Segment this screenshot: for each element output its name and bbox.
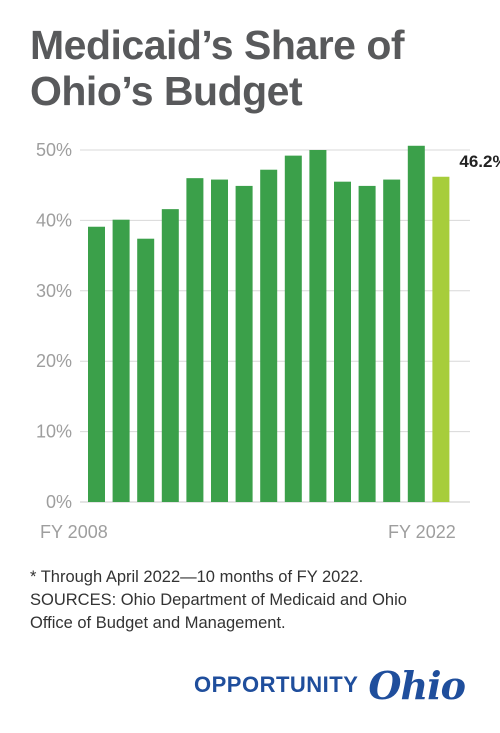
y-tick-label: 20% — [36, 351, 72, 371]
bar — [284, 155, 302, 502]
x-tick-label: FY 2008 — [40, 522, 108, 542]
bar — [112, 219, 130, 503]
bar — [383, 179, 401, 502]
chart-notes: * Through April 2022—10 months of FY 202… — [30, 566, 475, 635]
bar — [161, 209, 179, 503]
y-tick-label: 50% — [36, 140, 72, 160]
bar — [309, 150, 327, 502]
sources-line-2: Office of Budget and Management. — [30, 614, 286, 632]
title-line-1: Medicaid’s Share of — [30, 22, 405, 68]
bar — [211, 179, 228, 502]
bar — [260, 169, 278, 502]
y-tick-label: 0% — [46, 492, 72, 512]
x-tick-label: FY 2022 — [388, 522, 456, 542]
bar — [186, 178, 204, 502]
bar — [88, 226, 105, 502]
opportunity-ohio-logo: OPPORTUNITY Ohio — [194, 660, 466, 710]
data-label: 46.2%* — [459, 152, 500, 171]
bar — [235, 185, 253, 503]
footnote: * Through April 2022—10 months of FY 202… — [30, 568, 364, 586]
chart-title: Medicaid’s Share of Ohio’s Budget — [30, 22, 470, 114]
y-tick-label: 30% — [36, 281, 72, 301]
bar — [358, 185, 376, 503]
bar — [137, 238, 155, 503]
bar — [407, 145, 425, 502]
bar-chart: 0% 10% 20% 30% 40% 50% 46.2%* FY 2008 FY 2022 — [36, 140, 500, 542]
title-line-2: Ohio’s Budget — [30, 68, 303, 114]
y-tick-label: 10% — [36, 422, 72, 442]
bar — [334, 181, 351, 502]
logo-wordmark: OPPORTUNITY — [194, 672, 359, 697]
logo-script-ohio: Ohio — [368, 662, 466, 708]
sources-line-1: SOURCES: Ohio Department of Medicaid and… — [30, 591, 407, 609]
y-tick-label: 40% — [36, 210, 72, 230]
bar-highlight — [432, 176, 450, 502]
